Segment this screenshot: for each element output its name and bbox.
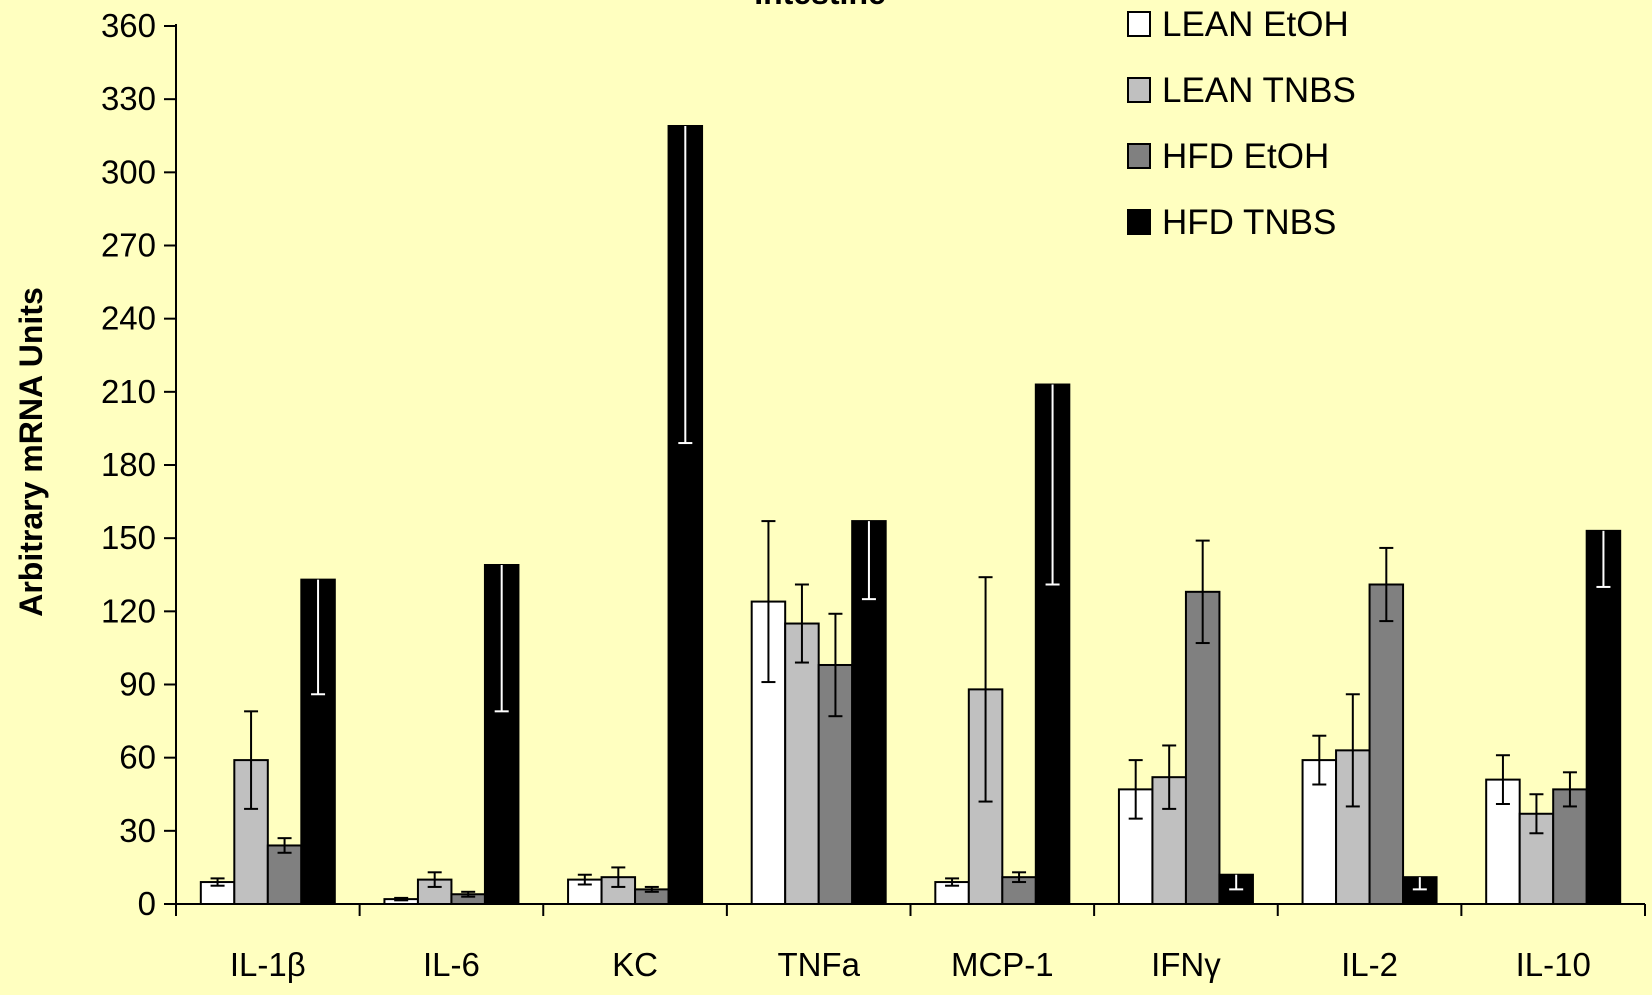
x-tick-label: MCP-1 xyxy=(951,946,1054,983)
y-axis-label: Arbitrary mRNA Units xyxy=(13,287,49,617)
legend-swatch xyxy=(1127,143,1151,169)
y-tick-label: 240 xyxy=(101,300,156,337)
y-tick-label: 300 xyxy=(101,153,156,190)
y-tick-label: 60 xyxy=(119,739,156,776)
x-tick-label: TNFa xyxy=(777,946,860,983)
legend-swatch xyxy=(1127,11,1151,37)
y-tick-label: 180 xyxy=(101,446,156,483)
bar xyxy=(416,878,453,905)
legend-label: LEAN TNBS xyxy=(1162,71,1356,110)
legend-label: HFD EtOH xyxy=(1162,137,1329,176)
y-tick-label: 360 xyxy=(101,7,156,44)
y-tick-label: 150 xyxy=(101,519,156,556)
x-tick-label: IL-10 xyxy=(1516,946,1591,983)
bar xyxy=(1184,590,1221,905)
bar xyxy=(266,844,303,906)
y-tick-label: 90 xyxy=(119,666,156,703)
x-tick-label: IL-2 xyxy=(1341,946,1398,983)
y-tick-label: 270 xyxy=(101,227,156,264)
x-tick-label: IL-6 xyxy=(423,946,480,983)
legend-swatch xyxy=(1127,209,1151,235)
y-tick-label: 210 xyxy=(101,373,156,410)
chart-title: Intestine xyxy=(754,0,886,11)
y-tick-label: 120 xyxy=(101,592,156,629)
x-tick-label: IFNγ xyxy=(1151,946,1221,983)
bar xyxy=(1368,583,1405,905)
x-tick-label: KC xyxy=(612,946,658,983)
x-tick-label: IL-1β xyxy=(230,946,306,983)
axes: 0 30 60 90 120 150 180 210 240 270 300 330 360 IL-1β I… xyxy=(101,7,1646,983)
legend: LEAN EtOH LEAN TNBS HFD EtOH HFD TNBS xyxy=(1127,5,1356,242)
legend-label: LEAN EtOH xyxy=(1162,5,1349,44)
legend-label: HFD TNBS xyxy=(1162,203,1336,242)
y-tick-label: 330 xyxy=(101,80,156,117)
y-tick-label: 30 xyxy=(119,812,156,849)
bars-group xyxy=(199,124,1622,906)
legend-swatch xyxy=(1127,77,1151,103)
bar xyxy=(784,622,820,905)
y-tick-label: 0 xyxy=(138,885,156,922)
